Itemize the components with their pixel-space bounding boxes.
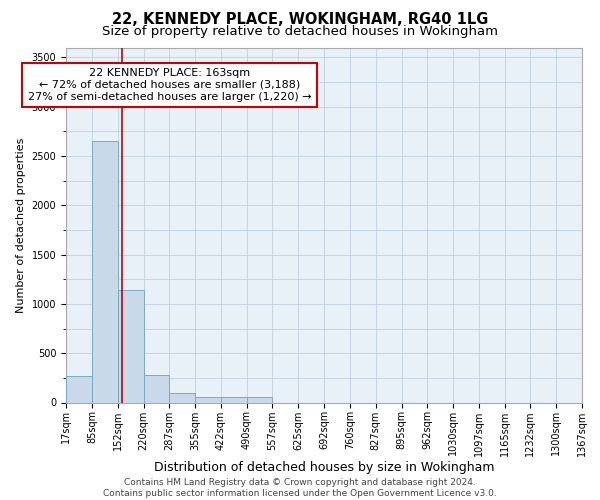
Bar [92,141,118,403]
Bar [66,376,92,402]
Text: 22, KENNEDY PLACE, WOKINGHAM, RG40 1LG: 22, KENNEDY PLACE, WOKINGHAM, RG40 1LG [112,12,488,28]
Y-axis label: Number of detached properties: Number of detached properties [16,138,26,312]
X-axis label: Distribution of detached houses by size in Wokingham: Distribution of detached houses by size … [154,461,494,474]
Text: Size of property relative to detached houses in Wokingham: Size of property relative to detached ho… [102,25,498,38]
Bar [221,397,247,402]
Bar [247,397,272,402]
Bar [169,393,195,402]
Bar [143,375,169,402]
Bar [118,290,143,403]
Text: 22 KENNEDY PLACE: 163sqm
← 72% of detached houses are smaller (3,188)
27% of sem: 22 KENNEDY PLACE: 163sqm ← 72% of detach… [28,68,311,102]
Bar [195,397,221,402]
Text: Contains HM Land Registry data © Crown copyright and database right 2024.
Contai: Contains HM Land Registry data © Crown c… [103,478,497,498]
